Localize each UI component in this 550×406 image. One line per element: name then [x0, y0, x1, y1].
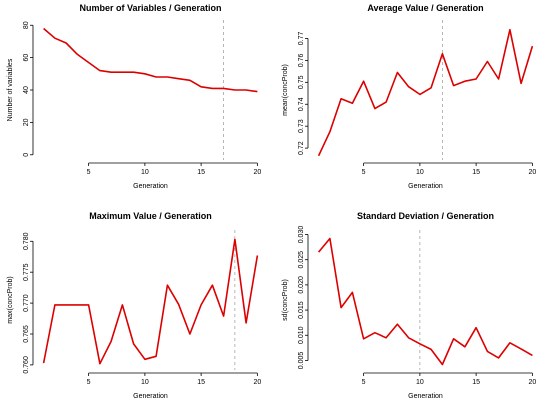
x-tick-label: 10: [416, 169, 424, 176]
y-axis-label: sd(concProb): [282, 279, 289, 321]
y-tick-label: 0.75: [298, 75, 305, 89]
y-axis-label: max(concProb): [7, 276, 14, 323]
x-tick-label: 10: [141, 169, 149, 176]
x-tick-label: 15: [472, 379, 480, 386]
chart-panel: Number of Variables / Generation 5 10 15 20 0…: [7, 3, 261, 190]
x-tick-label: 15: [197, 379, 205, 386]
chart-title: Number of Variables / Generation: [79, 3, 221, 13]
x-tick-label: 5: [362, 169, 366, 176]
x-tick-label: 20: [528, 379, 536, 386]
y-tick-label: 40: [23, 86, 30, 94]
x-tick-label: 10: [416, 379, 424, 386]
y-tick-label: 80: [23, 21, 30, 29]
series-line: [43, 27, 258, 93]
y-tick-label: 0.020: [298, 276, 305, 294]
x-axis-label: Generation: [133, 183, 168, 190]
chart-title: Standard Deviation / Generation: [357, 211, 494, 221]
x-tick-label: 5: [362, 379, 366, 386]
chart-title: Maximum Value / Generation: [89, 211, 212, 221]
y-tick-label: 0.765: [23, 325, 30, 343]
y-axis-label: mean(concProb): [282, 64, 289, 116]
y-tick-label: 0.760: [23, 356, 30, 374]
y-tick-label: 0.770: [23, 294, 30, 312]
x-axis-label: Generation: [133, 393, 168, 400]
y-tick-label: 0.015: [298, 301, 305, 319]
y-tick-label: 0.73: [298, 119, 305, 133]
series-line: [317, 28, 534, 157]
x-axis-label: Generation: [408, 393, 443, 400]
y-tick-label: 0.005: [298, 352, 305, 370]
y-tick-label: 0.74: [298, 97, 305, 111]
y-tick-label: 0.030: [298, 226, 305, 244]
y-tick-label: 0.775: [23, 263, 30, 281]
x-tick-label: 15: [472, 169, 480, 176]
x-tick-label: 20: [528, 169, 536, 176]
x-tick-label: 20: [253, 169, 261, 176]
x-tick-label: 15: [197, 169, 205, 176]
x-axis-label: Generation: [408, 183, 443, 190]
y-tick-label: 60: [23, 54, 30, 62]
chart-panel: Standard Deviation / Generation 5 10 15 20 0.…: [282, 211, 536, 400]
y-tick-label: 0.72: [298, 141, 305, 155]
y-tick-label: 0: [23, 153, 30, 157]
y-tick-label: 0.780: [23, 232, 30, 250]
x-tick-label: 5: [87, 379, 91, 386]
y-tick-label: 0.025: [298, 251, 305, 269]
y-tick-label: 0.77: [298, 32, 305, 46]
series-line: [317, 237, 533, 366]
x-tick-label: 10: [141, 379, 149, 386]
y-axis-label: Number of variables: [7, 58, 14, 121]
x-tick-label: 20: [253, 379, 261, 386]
x-tick-label: 5: [87, 169, 91, 176]
chart-title: Average Value / Generation: [367, 3, 483, 13]
y-tick-label: 0.76: [298, 53, 305, 67]
y-tick-label: 20: [23, 118, 30, 126]
y-tick-label: 0.010: [298, 326, 305, 344]
series-line: [42, 238, 259, 365]
chart-panel: Average Value / Generation 5 10 15 20 0.72 0.7…: [282, 3, 536, 190]
chart-panel: Maximum Value / Generation 5 10 15 20 0.760 0.…: [7, 211, 261, 400]
